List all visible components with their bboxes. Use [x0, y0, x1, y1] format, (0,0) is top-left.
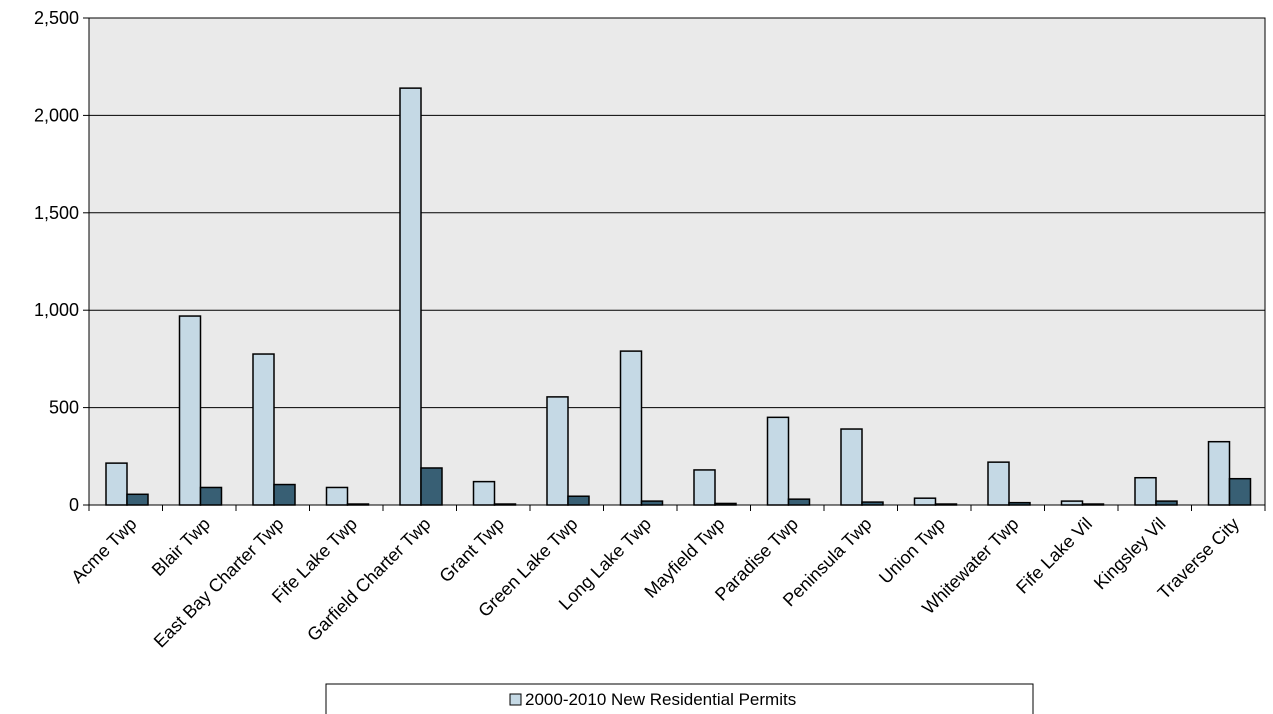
bar-permits [693, 469, 716, 506]
y-tick-label: 1,000 [34, 300, 79, 320]
bar-permits [766, 416, 790, 506]
x-category-label: Grant Twp [435, 514, 508, 587]
x-category-label: East Bay Charter Twp [150, 514, 288, 652]
bar-permits [178, 315, 202, 506]
bar-secondary [126, 493, 149, 506]
bar-permits [399, 87, 422, 506]
x-category-label: Kingsley Vil [1090, 514, 1170, 594]
y-tick-label: 1,500 [34, 203, 79, 223]
bar-secondary [1155, 500, 1178, 506]
x-category-label: Union Twp [875, 514, 949, 588]
legend: 2000-2010 New Residential Permits [325, 683, 1034, 714]
bar-secondary [567, 495, 590, 506]
legend-label: 2000-2010 New Residential Permits [525, 690, 796, 709]
bar-permits [987, 461, 1010, 506]
bar-permits [913, 497, 937, 506]
bar-permits [840, 428, 863, 506]
bar-permits [252, 353, 275, 506]
plot-area [88, 17, 1266, 506]
y-tick-label: 2,500 [34, 8, 79, 28]
bar-permits [1060, 500, 1084, 506]
y-tick-label: 0 [69, 495, 79, 515]
legend-swatch [509, 693, 522, 706]
bar-secondary [640, 500, 664, 506]
bar-permits [472, 480, 496, 506]
y-tick-label: 2,000 [34, 105, 79, 125]
x-category-label: Fife Lake Vil [1012, 514, 1096, 598]
y-axis: 0 500 1,000 1,500 2,000 2,500 [34, 8, 90, 515]
bar-permits [1134, 476, 1157, 506]
x-category-label: Garfield Charter Twp [303, 514, 434, 645]
bar-secondary [273, 483, 296, 506]
bar-secondary [787, 498, 811, 506]
bar-permits [325, 486, 349, 506]
bar-secondary [199, 486, 223, 506]
gridlines [89, 114, 1265, 409]
bar-permits [105, 462, 128, 506]
legend-box [325, 683, 1034, 714]
bar-permits [1207, 440, 1231, 506]
y-tick-label: 500 [49, 398, 79, 418]
bar-secondary [420, 467, 443, 506]
bar-secondary [1228, 477, 1252, 506]
bar-permits [546, 396, 569, 506]
bars [105, 87, 1252, 506]
x-category-label: Acme Twp [67, 514, 140, 587]
x-category-label: Blair Twp [148, 514, 214, 580]
bar-permits [619, 350, 643, 506]
